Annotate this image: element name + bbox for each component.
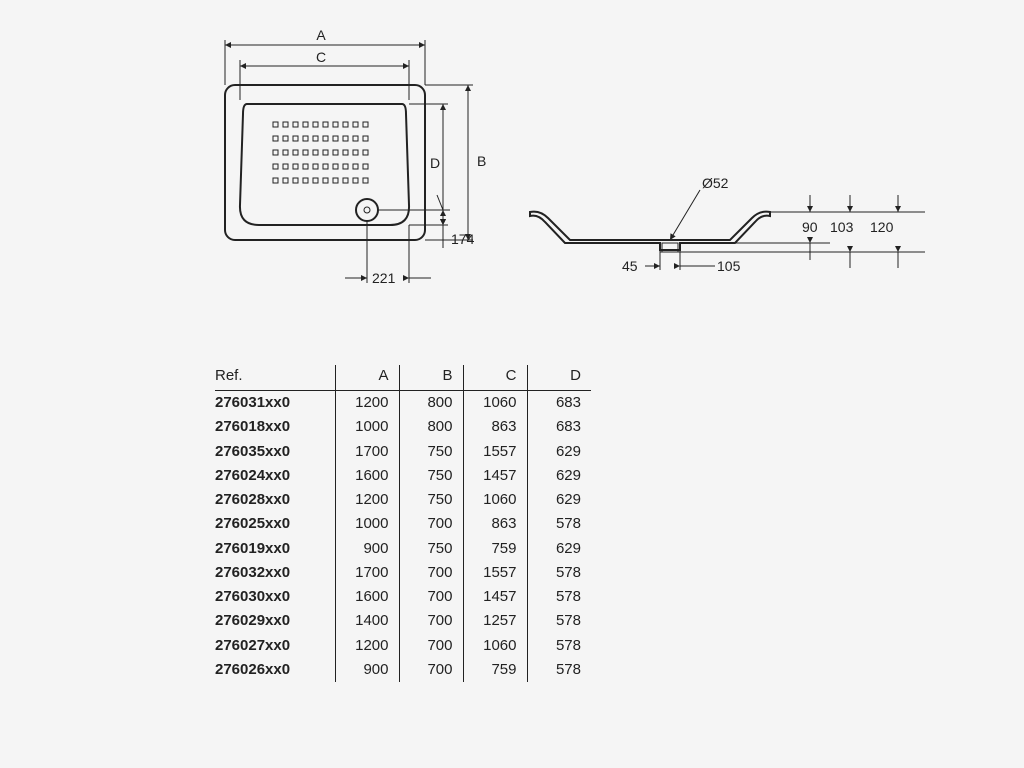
cell-ref: 276028xx0 <box>215 488 335 512</box>
cell-c: 1557 <box>463 440 527 464</box>
dim-label-c: C <box>316 49 326 65</box>
cell-a: 1600 <box>335 585 399 609</box>
dim-103: 103 <box>830 219 854 235</box>
cell-ref: 276030xx0 <box>215 585 335 609</box>
cell-a: 1000 <box>335 415 399 439</box>
dim-label-b: B <box>477 153 486 169</box>
cell-d: 683 <box>527 391 591 416</box>
cell-b: 700 <box>399 561 463 585</box>
cell-ref: 276026xx0 <box>215 658 335 682</box>
cell-c: 1457 <box>463 464 527 488</box>
cell-ref: 276029xx0 <box>215 609 335 633</box>
cell-c: 1257 <box>463 609 527 633</box>
dim-90: 90 <box>802 219 818 235</box>
cell-d: 629 <box>527 537 591 561</box>
cell-ref: 276032xx0 <box>215 561 335 585</box>
dim-105: 105 <box>717 258 741 274</box>
table-row: 276029xx014007001257578 <box>215 609 591 633</box>
cell-a: 900 <box>335 537 399 561</box>
table-row: 276031xx012008001060683 <box>215 391 591 416</box>
cell-ref: 276018xx0 <box>215 415 335 439</box>
col-b: B <box>399 365 463 391</box>
cell-b: 700 <box>399 512 463 536</box>
cell-a: 1200 <box>335 391 399 416</box>
cell-a: 1600 <box>335 464 399 488</box>
cell-b: 700 <box>399 634 463 658</box>
cell-ref: 276025xx0 <box>215 512 335 536</box>
table-row: 276027xx012007001060578 <box>215 634 591 658</box>
table-row: 276018xx01000800863683 <box>215 415 591 439</box>
cell-ref: 276027xx0 <box>215 634 335 658</box>
technical-drawing: A C B D 174 221 <box>120 60 920 700</box>
cell-d: 629 <box>527 488 591 512</box>
table-row: 276035xx017007501557629 <box>215 440 591 464</box>
table-row: 276026xx0900700759578 <box>215 658 591 682</box>
cell-d: 578 <box>527 585 591 609</box>
cell-d: 578 <box>527 609 591 633</box>
cell-d: 629 <box>527 440 591 464</box>
side-view-diagram: Ø52 45 105 90 103 120 <box>520 150 940 320</box>
cell-a: 1400 <box>335 609 399 633</box>
cell-b: 750 <box>399 440 463 464</box>
cell-c: 1457 <box>463 585 527 609</box>
dimensions-table: Ref. A B C D 276031xx0120080010606832760… <box>215 365 591 682</box>
cell-d: 578 <box>527 561 591 585</box>
table-row: 276028xx012007501060629 <box>215 488 591 512</box>
cell-d: 629 <box>527 464 591 488</box>
cell-a: 1700 <box>335 561 399 585</box>
cell-d: 578 <box>527 512 591 536</box>
cell-ref: 276031xx0 <box>215 391 335 416</box>
dim-diameter-52: Ø52 <box>702 175 729 191</box>
cell-ref: 276024xx0 <box>215 464 335 488</box>
cell-d: 578 <box>527 658 591 682</box>
cell-c: 1557 <box>463 561 527 585</box>
cell-b: 750 <box>399 464 463 488</box>
cell-b: 700 <box>399 609 463 633</box>
cell-b: 750 <box>399 488 463 512</box>
cell-b: 800 <box>399 391 463 416</box>
dim-label-d: D <box>430 155 440 171</box>
dim-label-a: A <box>316 27 326 43</box>
cell-b: 750 <box>399 537 463 561</box>
cell-a: 1200 <box>335 488 399 512</box>
cell-a: 1700 <box>335 440 399 464</box>
cell-ref: 276035xx0 <box>215 440 335 464</box>
cell-a: 1200 <box>335 634 399 658</box>
cell-c: 863 <box>463 415 527 439</box>
dim-221: 221 <box>372 270 396 286</box>
cell-b: 800 <box>399 415 463 439</box>
cell-c: 1060 <box>463 634 527 658</box>
cell-d: 683 <box>527 415 591 439</box>
cell-c: 1060 <box>463 391 527 416</box>
cell-ref: 276019xx0 <box>215 537 335 561</box>
cell-d: 578 <box>527 634 591 658</box>
cell-c: 759 <box>463 658 527 682</box>
cell-c: 1060 <box>463 488 527 512</box>
dim-174: 174 <box>451 231 475 247</box>
table-row: 276019xx0900750759629 <box>215 537 591 561</box>
table-row: 276025xx01000700863578 <box>215 512 591 536</box>
col-a: A <box>335 365 399 391</box>
table-row: 276032xx017007001557578 <box>215 561 591 585</box>
cell-a: 1000 <box>335 512 399 536</box>
cell-c: 759 <box>463 537 527 561</box>
dim-120: 120 <box>870 219 894 235</box>
col-d: D <box>527 365 591 391</box>
cell-a: 900 <box>335 658 399 682</box>
table-row: 276030xx016007001457578 <box>215 585 591 609</box>
cell-c: 863 <box>463 512 527 536</box>
plan-view-diagram: A C B D 174 221 <box>165 30 485 310</box>
col-c: C <box>463 365 527 391</box>
table-row: 276024xx016007501457629 <box>215 464 591 488</box>
cell-b: 700 <box>399 658 463 682</box>
cell-b: 700 <box>399 585 463 609</box>
col-ref: Ref. <box>215 365 335 391</box>
dim-45: 45 <box>622 258 638 274</box>
